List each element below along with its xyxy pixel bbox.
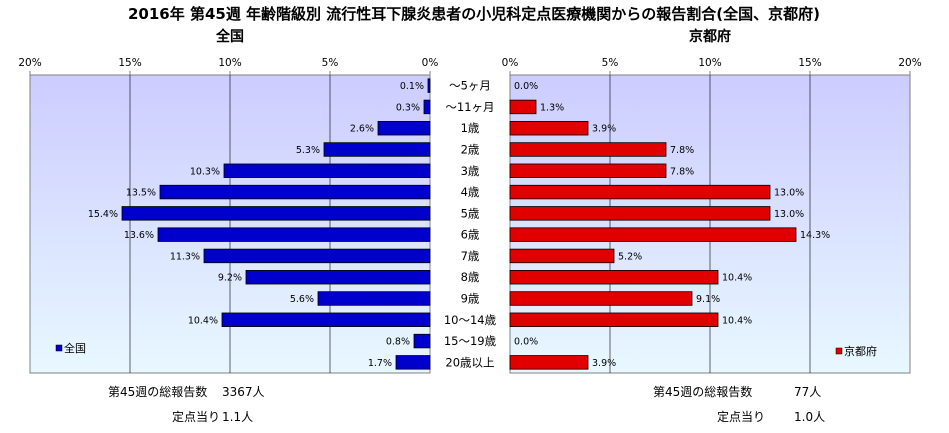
left-bar — [223, 163, 431, 178]
right-data-label: 7.8% — [670, 145, 694, 156]
left-bar — [245, 270, 431, 285]
left-tick-label: 20% — [18, 57, 41, 69]
category-label: 7歳 — [461, 249, 480, 263]
right-bar — [509, 270, 719, 285]
left-bar — [121, 206, 431, 221]
left-bar — [317, 291, 431, 306]
right-bar — [509, 312, 719, 327]
right-data-label: 0.0% — [514, 337, 538, 348]
left-data-label: 15.4% — [88, 209, 118, 220]
left-panel-title: 全国 — [215, 28, 244, 45]
left-bar — [423, 99, 431, 115]
right-tick-label: 15% — [798, 57, 821, 69]
left-bar — [203, 248, 431, 264]
category-label: ～11ヶ月 — [445, 100, 494, 114]
left-tick-label: 10% — [218, 57, 241, 69]
right-per-label: 定点当り — [717, 409, 765, 424]
left-data-label: 0.1% — [400, 81, 424, 92]
right-data-label: 5.2% — [618, 251, 642, 262]
right-bar — [509, 248, 615, 264]
left-data-label: 2.6% — [350, 124, 374, 135]
right-data-label: 9.1% — [696, 294, 720, 305]
category-label: 3歳 — [461, 164, 480, 178]
right-panel-title: 京都府 — [689, 28, 731, 45]
left-bar — [377, 121, 431, 136]
right-bar — [509, 142, 667, 157]
left-data-label: 13.6% — [124, 230, 154, 241]
right-bar — [509, 121, 589, 136]
category-label: 9歳 — [461, 292, 480, 306]
left-bar — [413, 333, 431, 349]
right-data-label: 10.4% — [722, 315, 752, 326]
right-data-label: 13.0% — [774, 188, 804, 199]
left-bar — [427, 78, 431, 93]
left-data-label: 13.5% — [126, 188, 156, 199]
left-legend-swatch — [55, 344, 63, 352]
right-footer: 第45週の総報告数 77人 定点当り 1.0人 — [653, 384, 825, 424]
right-tick-label: 0% — [502, 57, 519, 69]
right-tick-label: 10% — [698, 57, 721, 69]
left-tick-label: 15% — [118, 57, 141, 69]
right-data-label: 10.4% — [722, 273, 752, 284]
right-data-label: 3.9% — [592, 358, 616, 369]
category-label: 4歳 — [461, 185, 480, 199]
left-data-label: 9.2% — [218, 273, 242, 284]
right-legend-label: 京都府 — [844, 344, 877, 358]
category-label: 1歳 — [461, 121, 480, 135]
category-label: 10～14歳 — [444, 313, 497, 327]
left-bar — [221, 312, 431, 327]
right-bar — [509, 163, 667, 178]
left-data-label: 1.7% — [368, 358, 392, 369]
left-data-label: 5.3% — [296, 145, 320, 156]
right-tick-label: 5% — [602, 57, 619, 69]
right-legend-swatch — [835, 347, 843, 355]
right-data-label: 0.0% — [514, 81, 538, 92]
right-data-label: 14.3% — [800, 230, 830, 241]
left-bar — [323, 142, 431, 157]
left-data-label: 10.4% — [188, 315, 218, 326]
category-label: 5歳 — [461, 206, 480, 220]
right-bar — [509, 291, 693, 306]
right-total-value: 77人 — [794, 385, 821, 399]
left-tick-label: 0% — [422, 57, 439, 69]
category-label: 8歳 — [461, 270, 480, 284]
left-footer: 第45週の総報告数 3367人 定点当り 1.1人 — [108, 384, 265, 424]
right-bar — [509, 355, 589, 370]
category-label: ～5ヶ月 — [449, 79, 491, 93]
left-tick-label: 5% — [322, 57, 339, 69]
left-bar — [157, 227, 431, 242]
right-bar — [509, 227, 797, 242]
right-data-label: 3.9% — [592, 124, 616, 135]
right-data-label: 1.3% — [540, 102, 564, 113]
left-per-label: 定点当り — [172, 409, 220, 424]
right-tick-label: 20% — [898, 57, 921, 69]
left-bar — [159, 184, 431, 200]
left-total-label: 第45週の総報告数 — [108, 384, 207, 399]
left-bar — [395, 355, 431, 370]
left-legend: 全国 — [55, 341, 86, 355]
category-label: 2歳 — [461, 143, 480, 157]
left-data-label: 11.3% — [170, 251, 200, 262]
left-data-label: 5.6% — [290, 294, 314, 305]
left-data-label: 0.8% — [386, 337, 410, 348]
category-label: 6歳 — [461, 228, 480, 242]
left-data-label: 10.3% — [190, 166, 220, 177]
right-bar — [509, 99, 537, 115]
right-total-label: 第45週の総報告数 — [653, 384, 752, 399]
right-bar — [509, 206, 771, 221]
right-legend: 京都府 — [835, 344, 877, 358]
right-data-label: 13.0% — [774, 209, 804, 220]
chart-title: 2016年 第45週 年齢階級別 流行性耳下腺炎患者の小児科定点医療機関からの報… — [128, 5, 820, 23]
right-per-value: 1.0人 — [794, 410, 825, 424]
right-bar — [509, 184, 771, 200]
left-total-value: 3367人 — [222, 385, 265, 399]
left-data-label: 0.3% — [396, 102, 420, 113]
left-per-value: 1.1人 — [222, 410, 253, 424]
left-legend-label: 全国 — [64, 341, 86, 355]
category-label: 15～19歳 — [444, 334, 497, 348]
category-label: 20歳以上 — [445, 355, 494, 369]
right-data-label: 7.8% — [670, 166, 694, 177]
